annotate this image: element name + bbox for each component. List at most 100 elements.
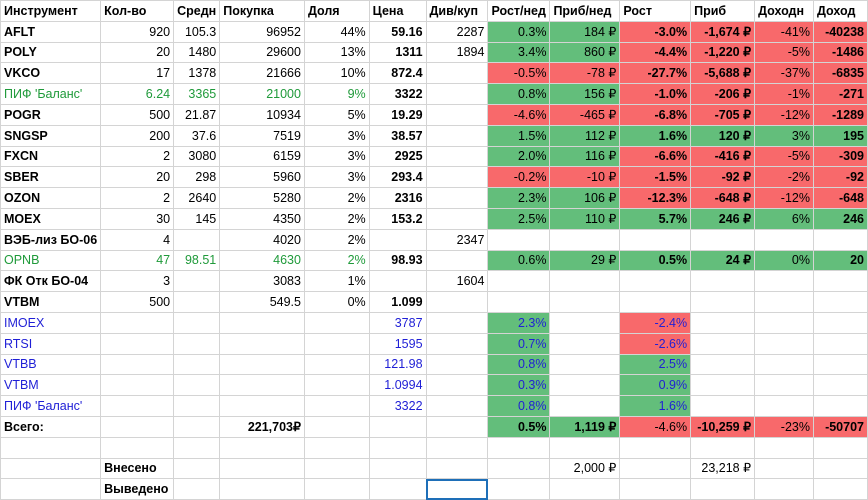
wk-cell[interactable]: 0.8% — [487, 395, 551, 417]
share-cell[interactable]: 13% — [303, 41, 370, 64]
deposited-label[interactable]: Внесено — [100, 457, 175, 480]
empty-cell[interactable] — [0, 478, 102, 500]
wk-cell[interactable]: 0.3% — [487, 374, 551, 397]
share-cell[interactable]: 44% — [303, 20, 370, 43]
column-header[interactable]: Доходн — [754, 0, 814, 22]
avg-cell[interactable]: 37.6 — [173, 124, 221, 147]
share-cell[interactable]: 3% — [303, 124, 370, 147]
empty-cell[interactable] — [619, 478, 692, 500]
inc-cell[interactable] — [812, 228, 868, 251]
pr-cell[interactable] — [690, 311, 756, 334]
instrument-name-cell[interactable]: ВЭБ-лиз БО-06 — [0, 228, 102, 251]
share-cell[interactable]: 2% — [303, 187, 370, 209]
gr-cell[interactable]: 1.6% — [619, 124, 692, 147]
yld-cell[interactable]: 3% — [754, 124, 814, 147]
share-cell[interactable]: 10% — [303, 62, 370, 85]
gr-cell[interactable]: -27.7% — [619, 62, 692, 85]
div-cell[interactable] — [425, 249, 489, 272]
empty-cell[interactable] — [549, 436, 621, 459]
buy-cell[interactable]: 549.5 — [219, 291, 305, 313]
share-cell[interactable] — [303, 353, 370, 376]
gr-cell[interactable]: 1.6% — [619, 395, 692, 417]
yld-cell[interactable]: 6% — [754, 207, 814, 230]
buy-cell[interactable] — [219, 353, 305, 376]
inc-cell[interactable]: -271 — [812, 83, 868, 105]
wk-cell[interactable]: -0.5% — [487, 62, 551, 85]
qty-cell[interactable] — [100, 395, 175, 417]
div-cell[interactable] — [425, 145, 489, 168]
pwk-cell[interactable]: 106 ₽ — [549, 187, 621, 209]
share-cell[interactable] — [303, 395, 370, 417]
column-header[interactable]: Приб/нед — [549, 0, 621, 22]
div-cell[interactable]: 1894 — [425, 41, 489, 64]
qty-cell[interactable]: 920 — [100, 20, 175, 43]
deposited-profit-cell[interactable]: 23,218 ₽ — [690, 457, 756, 480]
column-header[interactable]: Приб — [690, 0, 756, 22]
qty-cell[interactable]: 200 — [100, 124, 175, 147]
pr-cell[interactable] — [690, 291, 756, 313]
empty-cell[interactable] — [754, 457, 814, 480]
pwk-cell[interactable] — [549, 332, 621, 355]
pr-cell[interactable]: -206 ₽ — [690, 83, 756, 105]
inc-cell[interactable]: -6835 — [812, 62, 868, 85]
share-cell[interactable]: 3% — [303, 145, 370, 168]
pwk-cell[interactable] — [549, 270, 621, 293]
column-header[interactable]: Рост/нед — [487, 0, 551, 22]
price-cell[interactable]: 293.4 — [368, 166, 427, 189]
avg-cell[interactable]: 298 — [173, 166, 221, 189]
pwk-cell[interactable]: 860 ₽ — [549, 41, 621, 64]
yld-cell[interactable] — [754, 311, 814, 334]
gr-cell[interactable]: -6.8% — [619, 103, 692, 126]
qty-cell[interactable] — [100, 353, 175, 376]
wk-cell[interactable] — [487, 270, 551, 293]
gr-cell[interactable]: 0.5% — [619, 249, 692, 272]
pr-cell[interactable] — [690, 270, 756, 293]
price-cell[interactable]: 1.099 — [368, 291, 427, 313]
wk-cell[interactable]: 2.5% — [487, 207, 551, 230]
column-header[interactable]: Инструмент — [0, 0, 102, 22]
yld-cell[interactable]: -2% — [754, 166, 814, 189]
inc-cell[interactable]: -40238 — [812, 20, 868, 43]
div-cell[interactable] — [425, 83, 489, 105]
div-cell[interactable] — [425, 207, 489, 230]
empty-cell[interactable] — [690, 478, 756, 500]
instrument-name-cell[interactable]: VKCO — [0, 62, 102, 85]
avg-cell[interactable]: 1378 — [173, 62, 221, 85]
qty-cell[interactable]: 4 — [100, 228, 175, 251]
gr-cell[interactable]: 0.9% — [619, 374, 692, 397]
inc-cell[interactable]: -92 — [812, 166, 868, 189]
avg-cell[interactable] — [173, 332, 221, 355]
div-cell[interactable]: 2287 — [425, 20, 489, 43]
avg-cell[interactable] — [173, 291, 221, 313]
empty-cell[interactable] — [303, 457, 370, 480]
empty-cell[interactable] — [425, 415, 489, 438]
empty-cell[interactable] — [368, 415, 427, 438]
empty-cell[interactable] — [368, 478, 427, 500]
inc-cell[interactable] — [812, 353, 868, 376]
pr-cell[interactable] — [690, 395, 756, 417]
gr-cell[interactable]: -1.0% — [619, 83, 692, 105]
qty-cell[interactable]: 2 — [100, 187, 175, 209]
pwk-cell[interactable] — [549, 353, 621, 376]
empty-cell[interactable] — [303, 415, 370, 438]
wk-cell[interactable]: 2.3% — [487, 311, 551, 334]
column-header[interactable]: Цена — [368, 0, 427, 22]
pr-cell[interactable] — [690, 374, 756, 397]
yld-cell[interactable]: -5% — [754, 145, 814, 168]
empty-cell[interactable] — [549, 478, 621, 500]
qty-cell[interactable]: 2 — [100, 145, 175, 168]
gr-cell[interactable] — [619, 228, 692, 251]
avg-cell[interactable] — [173, 270, 221, 293]
inc-cell[interactable] — [812, 270, 868, 293]
empty-cell[interactable] — [0, 457, 102, 480]
price-cell[interactable]: 38.57 — [368, 124, 427, 147]
buy-cell[interactable] — [219, 311, 305, 334]
instrument-name-cell[interactable]: OPNB — [0, 249, 102, 272]
index-name-cell[interactable]: IMOEX — [0, 311, 102, 334]
pr-cell[interactable]: -92 ₽ — [690, 166, 756, 189]
total-buy-cell[interactable]: 221,703₽ — [219, 415, 305, 438]
index-name-cell[interactable]: VTBM — [0, 374, 102, 397]
empty-cell[interactable] — [754, 478, 814, 500]
wk-cell[interactable] — [487, 228, 551, 251]
column-header[interactable]: Кол-во — [100, 0, 175, 22]
